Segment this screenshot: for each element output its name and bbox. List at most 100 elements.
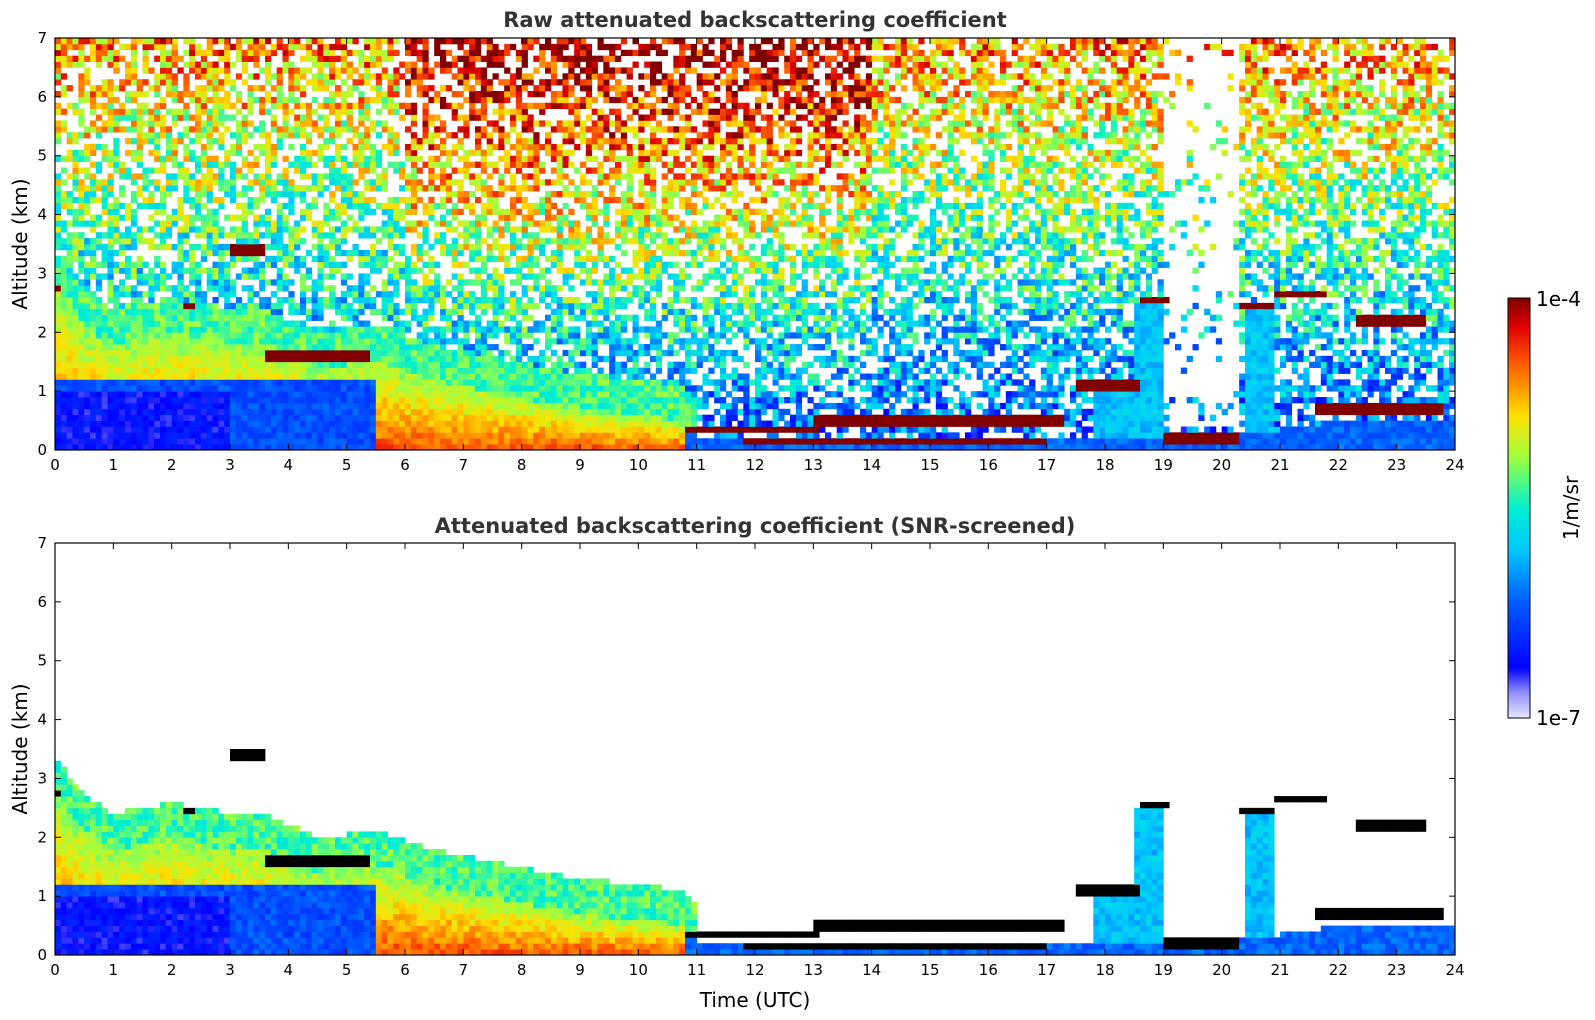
heatmap-cell xyxy=(463,379,470,386)
heatmap-cell xyxy=(241,426,248,433)
heatmap-cell xyxy=(125,397,132,404)
heatmap-cell xyxy=(253,302,260,310)
heatmap-cell xyxy=(212,138,219,145)
heatmap-cell xyxy=(381,397,388,404)
heatmap-cell xyxy=(241,314,248,321)
heatmap-cell xyxy=(195,138,202,145)
heatmap-cell xyxy=(265,361,272,368)
heatmap-cell xyxy=(235,385,243,392)
heatmap-cell xyxy=(183,326,190,333)
heatmap-cell xyxy=(323,408,330,416)
heatmap-cell xyxy=(148,379,155,386)
heatmap-cell xyxy=(294,238,301,245)
heatmap-cell xyxy=(195,196,202,204)
heatmap-cell xyxy=(300,161,307,168)
heatmap-cell xyxy=(469,161,476,168)
heatmap-cell xyxy=(90,126,97,133)
heatmap-cell xyxy=(510,367,517,374)
heatmap-cell xyxy=(183,179,190,186)
heatmap-cell xyxy=(195,179,202,186)
heatmap-cell xyxy=(101,373,108,380)
heatmap-cell xyxy=(55,196,62,204)
heatmap-cell xyxy=(451,302,458,310)
heatmap-cell xyxy=(247,49,254,57)
heatmap-cell xyxy=(265,143,272,151)
heatmap-cell xyxy=(539,120,546,127)
heatmap-cell xyxy=(469,85,476,92)
heatmap-cell xyxy=(200,391,208,398)
heatmap-cell xyxy=(585,420,593,427)
heatmap-cell xyxy=(381,226,388,233)
heatmap-cell xyxy=(562,402,569,410)
heatmap-cell xyxy=(515,96,523,104)
heatmap-cell xyxy=(113,397,120,404)
heatmap-cell xyxy=(410,102,418,110)
heatmap-cell xyxy=(300,143,307,151)
heatmap-cell xyxy=(90,349,97,357)
heatmap-cell xyxy=(492,73,499,80)
heatmap-cell xyxy=(130,432,138,439)
heatmap-cell xyxy=(381,73,388,80)
heatmap-cell xyxy=(183,291,190,298)
heatmap-cell xyxy=(457,249,464,257)
heatmap-cell xyxy=(259,49,266,57)
heatmap-cell xyxy=(539,349,546,357)
heatmap-cell xyxy=(95,214,103,221)
heatmap-cell xyxy=(72,232,79,239)
heatmap-cell xyxy=(84,432,91,439)
heatmap-cell xyxy=(125,408,132,416)
heatmap-cell xyxy=(492,320,499,327)
heatmap-cell xyxy=(305,120,313,127)
heatmap-cell xyxy=(247,185,254,192)
heatmap-cell xyxy=(346,291,353,298)
heatmap-cell xyxy=(95,102,103,110)
heatmap-cell xyxy=(177,438,184,445)
heatmap-cell xyxy=(504,420,511,427)
heatmap-cell xyxy=(171,367,178,374)
heatmap-cell xyxy=(480,338,488,345)
heatmap-cell xyxy=(125,320,132,327)
heatmap-cell xyxy=(457,90,464,98)
heatmap-cell xyxy=(189,279,196,286)
heatmap-cell xyxy=(142,444,149,450)
heatmap-cell xyxy=(265,308,272,316)
heatmap-cell xyxy=(399,344,406,351)
heatmap-cell xyxy=(475,49,482,57)
heatmap-cell xyxy=(265,132,272,139)
heatmap-cell xyxy=(440,314,447,321)
heatmap-cell xyxy=(165,326,173,333)
heatmap-cell xyxy=(311,296,318,304)
heatmap-cell xyxy=(195,273,202,280)
heatmap-cell xyxy=(270,344,278,351)
heatmap-cell xyxy=(375,85,383,92)
heatmap-cell xyxy=(270,355,278,363)
heatmap-cell xyxy=(457,143,464,151)
heatmap-cell xyxy=(416,267,423,274)
heatmap-cell xyxy=(90,397,97,404)
heatmap-cell xyxy=(218,85,225,92)
heatmap-cell xyxy=(288,79,295,86)
heatmap-cell xyxy=(72,285,79,292)
heatmap-cell xyxy=(428,279,435,286)
heatmap-cell xyxy=(475,244,482,251)
heatmap-cell xyxy=(603,397,610,404)
heatmap-cell xyxy=(580,420,587,427)
heatmap-cell xyxy=(585,385,593,392)
heatmap-cell xyxy=(358,414,365,421)
heatmap-cell xyxy=(550,349,558,357)
heatmap-cell xyxy=(475,273,482,280)
heatmap-cell xyxy=(107,273,114,280)
heatmap-cell xyxy=(451,420,458,427)
heatmap-cell xyxy=(177,167,184,174)
heatmap-cell xyxy=(364,167,371,174)
heatmap-cell xyxy=(580,444,587,450)
heatmap-cell xyxy=(498,391,505,398)
heatmap-cell xyxy=(539,143,546,151)
heatmap-cell xyxy=(107,61,114,68)
heatmap-cell xyxy=(311,291,318,298)
heatmap-cell xyxy=(416,379,423,386)
heatmap-cell xyxy=(165,355,173,363)
heatmap-cell xyxy=(405,302,412,310)
heatmap-cell xyxy=(189,338,196,345)
heatmap-cell xyxy=(585,391,593,398)
